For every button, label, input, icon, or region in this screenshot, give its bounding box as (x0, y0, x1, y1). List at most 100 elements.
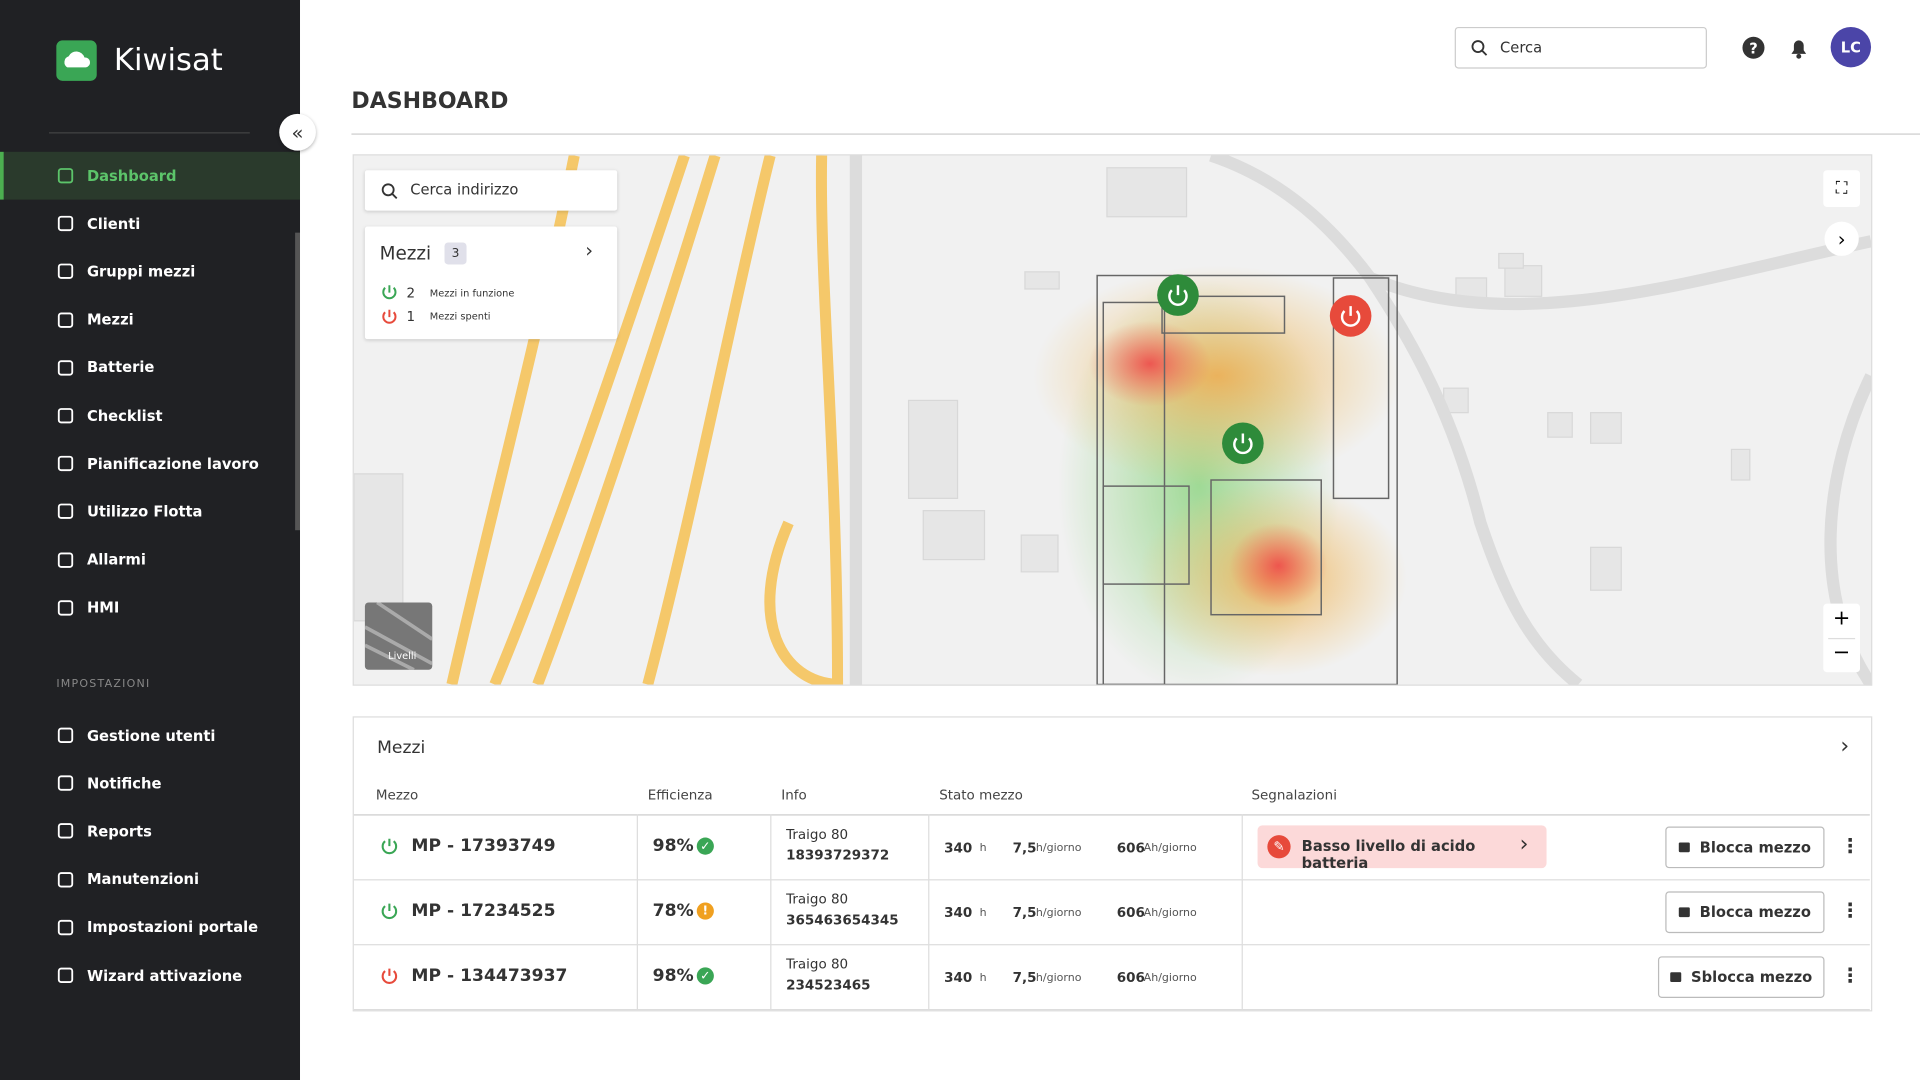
nav-icon (57, 775, 74, 791)
nav-item[interactable]: Allarmi (0, 536, 300, 584)
panel-arrow[interactable]: › (585, 238, 594, 263)
stat-unit: Ah/giorno (1143, 842, 1197, 855)
nav-icon (57, 919, 74, 935)
nav-item[interactable]: Pianificazione lavoro (0, 440, 300, 488)
col-sep (770, 944, 772, 1009)
nav-item[interactable]: Notifiche (0, 759, 300, 807)
header-line (351, 133, 1921, 135)
nav-item[interactable]: Wizard attivazione (0, 951, 300, 999)
table-arrow[interactable]: › (1840, 733, 1850, 760)
efficiency: 98% (652, 836, 694, 856)
nav-label: Gestione utenti (86, 726, 216, 744)
row-menu[interactable]: ⋮ (1840, 963, 1861, 987)
nav-label: Batterie (86, 359, 155, 377)
efficiency: 98% (652, 966, 694, 986)
alert-text: Basso livello di acido batteria (1301, 837, 1476, 872)
nav-label: Pianificazione lavoro (86, 455, 259, 473)
col-sep (928, 944, 930, 1009)
vehicle-name: MP - 134473937 (411, 966, 568, 986)
map-next[interactable]: › (1824, 221, 1859, 256)
nav-icon (57, 216, 74, 232)
nav-item[interactable]: Mezzi (0, 296, 300, 344)
efficiency: 78% (652, 901, 694, 921)
nav-item[interactable]: HMI (0, 584, 300, 632)
col-sep (636, 944, 638, 1009)
nav-icon (57, 967, 74, 983)
efficiency-badge: ! (696, 902, 714, 920)
vehicles-panel[interactable]: Mezzi 3 › 2 Mezzi in funzione 1 Mezzi sp… (364, 226, 618, 340)
stat-value: 606 (1116, 840, 1145, 856)
nav-label: Allarmi (86, 551, 146, 569)
stat-unit: Ah/giorno (1143, 907, 1197, 920)
avatar[interactable]: LC (1830, 26, 1872, 68)
map[interactable]: Cerca indirizzo Mezzi 3 › 2 Mezzi in fun… (352, 154, 1873, 686)
nav-label: HMI (86, 599, 120, 617)
nav-icon (57, 552, 74, 568)
search-box[interactable]: Cerca (1454, 26, 1707, 69)
nav-item[interactable]: Gestione utenti (0, 711, 300, 759)
nav-item[interactable]: Clienti (0, 200, 300, 248)
brand: Kiwisat (113, 41, 223, 78)
section-title: IMPOSTAZIONI (56, 678, 151, 691)
nav-item[interactable]: Utilizzo Flotta (0, 488, 300, 536)
alert-icon: ✎ (1267, 835, 1291, 859)
alert-chip[interactable]: ✎ Basso livello di acido batteria › (1257, 825, 1547, 872)
nav-label: Mezzi (86, 311, 134, 329)
nav-icon (57, 408, 74, 424)
page-title: DASHBOARD (351, 88, 509, 114)
stat-unit: h/giorno (1035, 907, 1082, 920)
zoom-in[interactable]: + (1832, 606, 1851, 631)
off-count: 1 (406, 308, 416, 325)
help-icon[interactable]: ? (1741, 36, 1765, 60)
bell-icon[interactable] (1787, 36, 1811, 60)
column-header: Mezzo (375, 787, 419, 804)
nav-item[interactable]: Impostazioni portale (0, 903, 300, 951)
power-icon (381, 968, 398, 984)
action-button[interactable]: Blocca mezzo (1665, 891, 1825, 934)
collapse-button[interactable]: « (279, 113, 316, 151)
stat-value: 340 (944, 904, 973, 921)
nav-item[interactable]: Manutenzioni (0, 855, 300, 903)
model: Traigo 80 (786, 826, 849, 843)
col-sep (770, 879, 772, 945)
stat-value: 606 (1116, 969, 1145, 986)
zoom-out[interactable]: − (1832, 640, 1851, 665)
panel-title: Mezzi (379, 242, 432, 265)
serial: 234523465 (786, 977, 871, 994)
alert-arrow: › (1519, 831, 1529, 858)
col-sep (1241, 944, 1243, 1009)
column-header: Info (781, 787, 807, 804)
nav-item[interactable]: Dashboard (0, 151, 301, 200)
nav-item[interactable]: Checklist (0, 392, 300, 440)
column-header: Segnalazioni (1251, 787, 1337, 804)
model: Traigo 80 (786, 956, 849, 973)
nav-item[interactable]: Batterie (0, 344, 300, 392)
logo-icon (56, 40, 97, 81)
row-line (353, 879, 1870, 881)
row-line (353, 944, 1870, 946)
nav-label: Clienti (86, 215, 141, 233)
fullscreen-button[interactable]: ⛶ (1823, 170, 1861, 207)
zoom-control: + − (1823, 603, 1861, 673)
layers-button[interactable]: Livelli (364, 602, 433, 670)
stat-unit: h/giorno (1035, 842, 1082, 855)
svg-text:?: ? (1749, 40, 1758, 57)
row-menu[interactable]: ⋮ (1840, 898, 1861, 923)
nav-label: Reports (86, 822, 152, 840)
nav-icon (57, 312, 74, 328)
row-line (353, 1008, 1870, 1011)
action-button[interactable]: Sblocca mezzo (1657, 956, 1825, 998)
power-icon (381, 903, 398, 920)
row-menu[interactable]: ⋮ (1840, 833, 1861, 858)
action-button[interactable]: Blocca mezzo (1665, 826, 1825, 869)
sidebar: Kiwisat IMPOSTAZIONI Dashboard Clienti Gru… (0, 0, 301, 1080)
nav-item[interactable]: Reports (0, 807, 300, 855)
col-sep (928, 814, 930, 880)
address-search[interactable]: Cerca indirizzo (364, 170, 618, 211)
stat-value: 340 (944, 840, 973, 856)
col-sep (928, 879, 930, 945)
nav-item[interactable]: Gruppi mezzi (0, 248, 300, 296)
stat-value: 7,5 (1012, 969, 1037, 986)
